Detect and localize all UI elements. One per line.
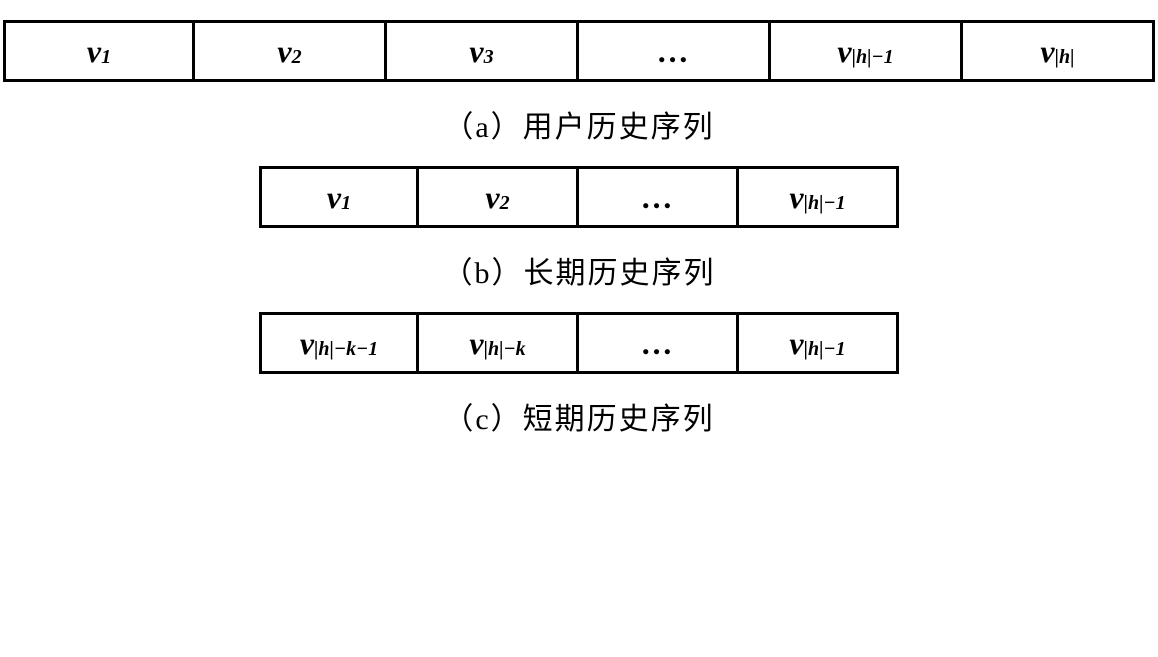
sequence-caption: （b）长期历史序列	[443, 248, 716, 292]
ellipsis-cell: …	[579, 312, 739, 374]
variable-subscript: 3	[484, 46, 494, 69]
variable-base: v	[789, 325, 803, 362]
variable-base: v	[327, 179, 341, 216]
variable-subscript: 2	[500, 192, 510, 215]
variable-cell: v|h|−k−1	[259, 312, 419, 374]
variable-base: v	[789, 179, 803, 216]
variable-base: v	[300, 325, 314, 362]
sequence-row: v|h|−k−1v|h|−k…v|h|−1	[259, 312, 899, 374]
ellipsis-cell: …	[579, 166, 739, 228]
ellipsis: …	[641, 325, 675, 362]
variable-cell: v2	[195, 20, 387, 82]
variable-subscript: |h|−k	[484, 338, 526, 361]
variable-subscript: |h|	[1055, 46, 1075, 69]
variable-subscript: |h|−1	[852, 46, 894, 69]
caption-prefix: （a）	[443, 111, 522, 144]
variable-cell: v|h|−1	[771, 20, 963, 82]
variable-subscript: 1	[341, 192, 351, 215]
sequence-block: v1v2…v|h|−1（b）长期历史序列	[3, 166, 1155, 292]
variable-subscript: |h|−1	[804, 338, 846, 361]
sequence-caption: （a）用户历史序列	[443, 102, 714, 146]
sequence-row: v1v2v3…v|h|−1v|h|	[3, 20, 1155, 82]
variable-subscript: 1	[101, 46, 111, 69]
ellipsis: …	[641, 179, 675, 216]
variable-cell: v|h|−k	[419, 312, 579, 374]
caption-text: 长期历史序列	[524, 257, 716, 290]
caption-prefix: （c）	[443, 403, 522, 436]
variable-base: v	[469, 33, 483, 70]
variable-subscript: 2	[292, 46, 302, 69]
ellipsis-cell: …	[579, 20, 771, 82]
variable-base: v	[87, 33, 101, 70]
variable-cell: v|h|	[963, 20, 1155, 82]
variable-cell: v|h|−1	[739, 166, 899, 228]
variable-base: v	[1040, 33, 1054, 70]
variable-base: v	[469, 325, 483, 362]
sequence-caption: （c）短期历史序列	[443, 394, 714, 438]
variable-subscript: |h|−k−1	[314, 338, 378, 361]
variable-cell: v3	[387, 20, 579, 82]
variable-base: v	[277, 33, 291, 70]
caption-prefix: （b）	[443, 257, 524, 290]
caption-text: 短期历史序列	[523, 403, 715, 436]
sequence-row: v1v2…v|h|−1	[259, 166, 899, 228]
diagram-root: v1v2v3…v|h|−1v|h|（a）用户历史序列v1v2…v|h|−1（b）…	[3, 20, 1155, 458]
variable-cell: v1	[3, 20, 195, 82]
variable-cell: v1	[259, 166, 419, 228]
caption-text: 用户历史序列	[523, 111, 715, 144]
variable-cell: v2	[419, 166, 579, 228]
ellipsis: …	[657, 33, 691, 70]
variable-subscript: |h|−1	[804, 192, 846, 215]
sequence-block: v1v2v3…v|h|−1v|h|（a）用户历史序列	[3, 20, 1155, 146]
variable-base: v	[485, 179, 499, 216]
sequence-block: v|h|−k−1v|h|−k…v|h|−1（c）短期历史序列	[3, 312, 1155, 438]
variable-base: v	[837, 33, 851, 70]
variable-cell: v|h|−1	[739, 312, 899, 374]
